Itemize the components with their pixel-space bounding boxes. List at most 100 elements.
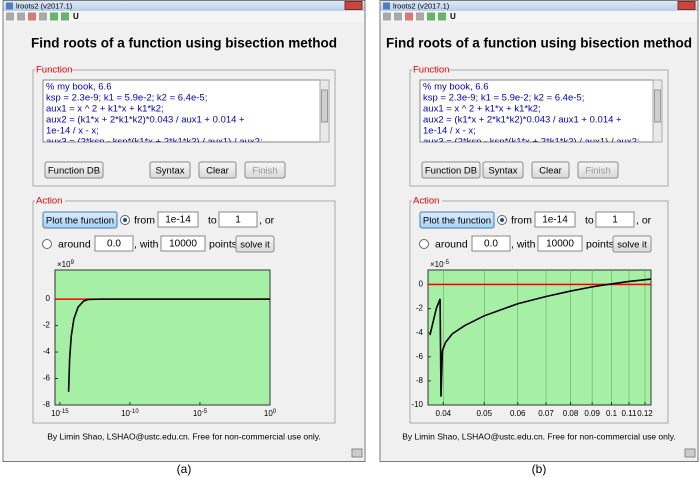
- footer: By Limin Shao, LSHAO@ustc.edu.cn. Free f…: [402, 431, 676, 441]
- finish-button[interactable]: Finish: [244, 161, 286, 179]
- function-db-button[interactable]: Function DB: [44, 161, 104, 179]
- syntax-button[interactable]: Syntax: [149, 161, 191, 179]
- function-group: [409, 69, 669, 187]
- to-label: to: [208, 214, 217, 226]
- button-face: [235, 235, 275, 253]
- status-icon: [684, 448, 696, 458]
- toolbar-icon[interactable]: [427, 12, 435, 21]
- toolbar-icon[interactable]: [50, 12, 58, 21]
- close-button[interactable]: [344, 1, 363, 10]
- group-label-bg: [35, 64, 71, 75]
- solve-button[interactable]: solve it: [612, 235, 652, 253]
- code-line: aux1 = x ^ 2 + k1*x + k1*k2;: [46, 104, 164, 115]
- button-face: [577, 161, 619, 179]
- toolbar: [380, 11, 698, 22]
- y-tick-label: 0: [46, 294, 51, 303]
- toolbar-icon[interactable]: [383, 12, 391, 21]
- footer: By Limin Shao, LSHAO@ustc.edu.cn. Free f…: [47, 431, 321, 441]
- to-input[interactable]: 1: [595, 211, 635, 228]
- around-input[interactable]: 0.0: [471, 235, 511, 252]
- to-label: to: [585, 214, 594, 226]
- group-label-bg: [35, 195, 65, 206]
- x-tick-label: 0.04: [436, 409, 452, 418]
- app-icon: [6, 2, 13, 10]
- points-label: points,: [209, 238, 240, 250]
- code-line: ksp = 2.3e-9; k1 = 5.9e-2; k2 = 6.4e-5;: [423, 93, 584, 104]
- x-tick-label: 0.07: [538, 409, 554, 418]
- toolbar-icon[interactable]: [405, 12, 413, 21]
- from-input[interactable]: 1e-14: [534, 211, 576, 228]
- status-icon: [351, 448, 363, 458]
- to-input[interactable]: 1: [218, 211, 258, 228]
- points-input[interactable]: 10000: [160, 235, 206, 252]
- group-label: Function: [413, 65, 449, 76]
- button-label: solve it: [617, 240, 647, 251]
- scroll-thumb[interactable]: [654, 89, 661, 123]
- toolbar-icon[interactable]: [394, 12, 402, 21]
- close-button[interactable]: [677, 1, 696, 10]
- group-label: Action: [36, 196, 62, 207]
- toolbar-icon[interactable]: [61, 12, 69, 21]
- from-label: from: [134, 214, 155, 226]
- from-input[interactable]: 1e-14: [157, 211, 199, 228]
- radio-dot: [123, 218, 127, 222]
- points-input[interactable]: 10000: [537, 235, 583, 252]
- input-value: 10000: [169, 239, 197, 250]
- series-line: [429, 278, 651, 397]
- code-line: aux2 = (k1*x + 2*k1*k2)*0.043 / aux1 + 0…: [423, 115, 622, 126]
- code-line: 1e-14 / x - x;: [423, 126, 476, 137]
- button-face: [198, 161, 237, 179]
- toolbar-icon[interactable]: [28, 12, 36, 21]
- or-label: , or: [259, 214, 275, 226]
- toolbar-icon[interactable]: [39, 12, 47, 21]
- function-group: [32, 69, 336, 187]
- toolbar-icon[interactable]: [416, 12, 424, 21]
- y-tick-label: -4: [43, 347, 51, 356]
- tick-base: 10: [264, 409, 273, 418]
- code-line: ksp = 2.3e-9; k1 = 5.9e-2; k2 = 6.4e-5;: [46, 93, 207, 104]
- radio-button[interactable]: [419, 239, 429, 249]
- radio-button[interactable]: [42, 239, 52, 249]
- scroll-thumb[interactable]: [321, 89, 328, 123]
- tick-exponent: -5: [202, 409, 208, 415]
- group-label-bg: [412, 64, 448, 75]
- toolbar-label: U: [450, 12, 456, 21]
- toolbar-icon[interactable]: [6, 12, 14, 21]
- x-tick-label: 100: [264, 409, 277, 419]
- radio-dot: [500, 218, 504, 222]
- code-area[interactable]: [419, 79, 654, 143]
- solve-button[interactable]: solve it: [235, 235, 275, 253]
- clear-button[interactable]: Clear: [198, 161, 237, 179]
- plot-button[interactable]: Plot the function: [42, 211, 118, 229]
- window-title: lroots2 (v2017.1): [16, 1, 73, 10]
- plot-button[interactable]: Plot the function: [419, 211, 495, 229]
- toolbar-icon[interactable]: [438, 12, 446, 21]
- finish-button[interactable]: Finish: [577, 161, 619, 179]
- x-tick-label: 0.06: [510, 409, 526, 418]
- y-tick-label: -6: [43, 374, 51, 383]
- syntax-button[interactable]: Syntax: [482, 161, 524, 179]
- title-bar: [380, 1, 698, 11]
- input-value: 0.0: [107, 239, 121, 250]
- button-face: [419, 211, 495, 229]
- button-label: Syntax: [155, 166, 184, 177]
- input-value: 1: [235, 215, 241, 226]
- clear-button[interactable]: Clear: [531, 161, 570, 179]
- button-face: [149, 161, 191, 179]
- toolbar-icon[interactable]: [17, 12, 25, 21]
- code-line: aux1 = x ^ 2 + k1*x + k1*k2;: [423, 104, 541, 115]
- tick-base: 10: [193, 409, 202, 418]
- with-label: , with: [511, 238, 536, 250]
- tick-base: 10: [51, 409, 60, 418]
- button-label: Clear: [206, 166, 229, 177]
- with-label: , with: [134, 238, 159, 250]
- y-multiplier: ×10-5: [430, 260, 450, 270]
- function-db-button[interactable]: Function DB: [421, 161, 481, 179]
- group-label-bg: [412, 195, 442, 206]
- input-box: [157, 211, 199, 228]
- around-input[interactable]: 0.0: [94, 235, 134, 252]
